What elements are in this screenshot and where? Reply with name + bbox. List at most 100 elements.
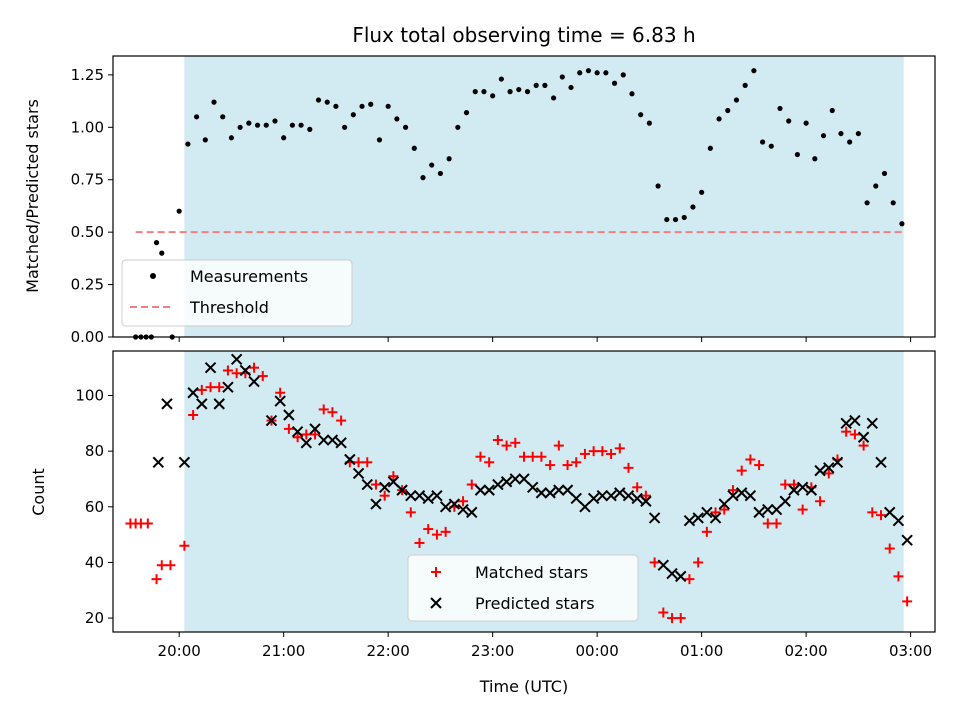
measurement-point [594, 70, 600, 76]
x-stroke [239, 364, 252, 377]
matched-stars-point [893, 571, 904, 582]
measurement-point [402, 124, 409, 130]
measurement-point [777, 105, 783, 112]
matched-stars-point [841, 426, 852, 437]
matched-stars-point [431, 529, 442, 540]
matched-stars-point [179, 540, 190, 551]
y-tick-label: 60 [85, 498, 104, 516]
measurement-point [812, 156, 818, 162]
measurement-point [699, 189, 705, 195]
measurement-point [829, 107, 835, 114]
predicted-stars-point [291, 425, 304, 438]
predicted-stars-point [762, 503, 774, 516]
predicted-stars-point [413, 489, 426, 502]
measurement-point [716, 116, 722, 122]
x-stroke [466, 506, 478, 519]
x-stroke [561, 484, 574, 496]
predicted-stars-point [309, 423, 321, 435]
x-stroke [422, 492, 434, 505]
matched-stars-series [125, 362, 913, 624]
measurement-point [202, 137, 208, 143]
bottom-legend-frame [407, 554, 639, 622]
matched-stars-point [414, 537, 425, 548]
predicted-stars-point [230, 353, 243, 366]
x-stroke [692, 512, 704, 524]
measurement-point [585, 68, 592, 74]
predicted-stars-point [614, 487, 626, 499]
matched-stars-point [780, 479, 791, 490]
predicted-stars-point [396, 484, 408, 496]
predicted-stars-point [518, 473, 530, 485]
measurements-series [133, 68, 905, 340]
measurement-point [394, 116, 400, 122]
x-stroke [492, 478, 504, 491]
measurement-point [820, 133, 827, 139]
measurement-point [742, 82, 748, 88]
measurement-point [263, 122, 269, 128]
x-stroke [265, 414, 278, 427]
measurement-point [603, 70, 609, 76]
predicted-stars-point [178, 456, 191, 468]
measurement-point [672, 216, 679, 223]
x-stroke [500, 476, 513, 488]
measurement-point [159, 250, 165, 256]
matched-stars-point [142, 518, 153, 529]
predicted-stars-point [187, 387, 199, 399]
x-stroke [735, 487, 748, 499]
predicted-stars-point [483, 484, 495, 496]
measurement-point [246, 120, 252, 126]
measurement-point [324, 99, 330, 105]
x-tick-label: 00:00 [576, 642, 619, 660]
matched-stars-point [492, 435, 503, 446]
predicted-stars-point [666, 567, 678, 580]
predicted-stars-point [701, 506, 713, 519]
predicted-stars-point [805, 484, 818, 496]
x-stroke [474, 484, 487, 496]
x-stroke [387, 476, 400, 488]
y-tick-label: 0.00 [71, 328, 104, 346]
predicted-stars-point [892, 515, 905, 527]
measurement-point [368, 101, 374, 107]
x-stroke [283, 409, 295, 421]
predicted-stars-point [283, 409, 295, 421]
x-stroke [814, 464, 826, 477]
x-stroke [683, 515, 696, 527]
bottom-y-axis-label: Count [29, 468, 48, 516]
measurement-point [228, 135, 235, 141]
measurement-point [342, 124, 348, 130]
x-stroke [779, 495, 791, 507]
measurement-point [551, 95, 557, 101]
predicted-stars-point [823, 462, 835, 474]
matched-stars-point [727, 485, 738, 496]
matched-stars-point [710, 507, 721, 518]
x-stroke [666, 567, 678, 580]
x-stroke [544, 487, 556, 499]
matched-stars-point [423, 524, 434, 535]
measurements-legend-label: Measurements [190, 267, 308, 286]
x-stroke [614, 487, 626, 499]
matched-stars-point [205, 382, 216, 393]
x-stroke [213, 398, 225, 410]
predicted-stars-point [596, 489, 609, 502]
x-stroke [831, 456, 844, 468]
predicted-stars-point [622, 489, 635, 502]
x-stroke [770, 503, 783, 516]
x-stroke [892, 515, 905, 527]
matched-stars-point [327, 407, 338, 418]
matched-stars-point [379, 490, 390, 501]
matched-stars-point [475, 451, 486, 462]
measurement-point [507, 89, 513, 95]
matched-stars-point [588, 446, 599, 457]
x-stroke [361, 478, 373, 491]
predicted-stars-point [466, 506, 478, 519]
measurement-point [838, 130, 844, 137]
measurement-point [620, 72, 626, 78]
predicted-stars-point [274, 395, 286, 407]
x-stroke [248, 375, 260, 388]
measurement-point [429, 162, 435, 168]
x-stroke [718, 498, 730, 510]
matched-stars-point [536, 451, 547, 462]
matched-stars-point [519, 451, 529, 462]
matched-stars-point [222, 365, 233, 376]
matched-stars-point [562, 460, 573, 471]
